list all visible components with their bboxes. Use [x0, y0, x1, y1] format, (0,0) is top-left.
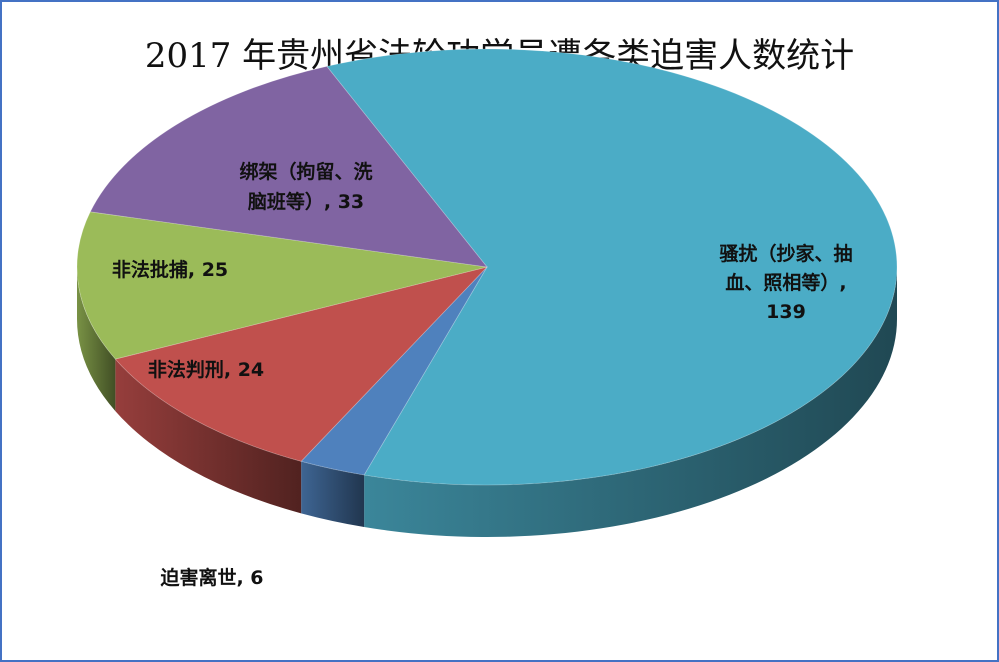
data-label-line: 血、照相等）,	[725, 271, 846, 294]
pie-slice	[76, 211, 488, 360]
data-label: 迫害离世, 6	[160, 566, 263, 589]
pie-side-wall	[115, 359, 302, 514]
data-label-line: 迫害离世, 6	[160, 566, 263, 589]
data-label-line: 非法批捕, 25	[112, 258, 228, 281]
pie-slice	[300, 266, 488, 476]
data-labels: 骚扰（抄家、抽血、照相等）, 139 迫害离世, 6 非法判刑, 24 非法批捕, 25…	[112, 160, 853, 589]
pie-side-wall	[364, 267, 897, 537]
pie-slice	[89, 65, 488, 268]
data-label-line: 绑架（拘留、洗	[239, 160, 372, 183]
data-label: 骚扰（抄家、抽血、照相等）, 139	[719, 242, 852, 323]
pie-side-walls	[77, 267, 897, 537]
data-label-line: 骚扰（抄家、抽	[719, 242, 852, 265]
data-label: 非法批捕, 25	[112, 258, 228, 281]
pie-slice	[114, 266, 489, 462]
data-label-line: 139	[766, 301, 806, 323]
pie-slices	[76, 48, 898, 486]
data-label-line: 非法判刑, 24	[148, 358, 264, 381]
data-label-line: 脑班等）, 33	[247, 190, 364, 213]
pie-slice	[326, 48, 898, 486]
pie-side-wall	[77, 267, 116, 412]
pie-side-wall	[301, 461, 365, 527]
data-label: 绑架（拘留、洗脑班等）, 33	[239, 160, 372, 213]
data-label: 非法判刑, 24	[148, 358, 264, 381]
